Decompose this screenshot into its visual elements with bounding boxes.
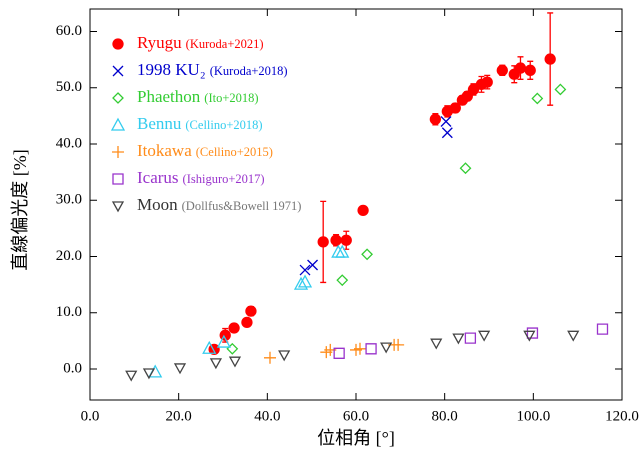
legend-marker <box>112 173 124 185</box>
legend-reference: (Ishiguro+2017) <box>183 172 265 186</box>
point <box>340 234 352 246</box>
point <box>380 342 393 354</box>
legend-reference: (Ito+2018) <box>204 91 258 105</box>
x-tick-label: 120.0 <box>605 408 639 424</box>
y-tick-label: 60.0 <box>56 23 82 39</box>
point <box>526 327 539 339</box>
point <box>228 322 240 334</box>
point <box>307 259 319 271</box>
point <box>357 204 369 216</box>
point <box>441 127 453 139</box>
point <box>293 276 309 290</box>
point <box>216 334 231 348</box>
y-tick-label: 20.0 <box>56 248 82 264</box>
point <box>467 83 480 96</box>
point <box>554 83 567 96</box>
point <box>361 248 374 261</box>
legend-marker <box>112 146 124 158</box>
y-tick-label: 0.0 <box>63 360 82 376</box>
point <box>440 116 452 127</box>
point <box>429 113 442 125</box>
legend-name: 1998 KU₂ <box>137 60 206 79</box>
legend-reference: (Cellino+2018) <box>185 118 262 132</box>
legend-marker <box>112 92 124 104</box>
y-tick-label: 40.0 <box>56 135 82 151</box>
x-tick-label: 60.0 <box>343 408 369 424</box>
point <box>544 53 556 65</box>
point <box>263 351 276 364</box>
point <box>430 338 443 350</box>
point <box>173 363 187 375</box>
x-tick-label: 20.0 <box>166 408 192 424</box>
y-tick-label: 10.0 <box>56 304 82 320</box>
point <box>531 92 544 105</box>
x-tick-label: 0.0 <box>81 408 100 424</box>
point <box>514 62 527 74</box>
point <box>464 332 477 344</box>
point <box>299 264 311 276</box>
point <box>567 330 580 342</box>
point <box>392 338 405 351</box>
point <box>333 347 345 359</box>
point <box>449 102 461 114</box>
point <box>202 340 217 354</box>
point <box>523 330 536 342</box>
legend-marker <box>110 117 126 131</box>
legend-name: Itokawa <box>137 141 192 160</box>
legend-marker <box>111 201 125 213</box>
point <box>297 274 313 288</box>
point <box>228 356 242 368</box>
point <box>524 64 536 76</box>
legend-name: Phaethon <box>137 87 201 106</box>
point <box>365 343 377 355</box>
x-tick-label: 80.0 <box>432 408 458 424</box>
point <box>452 333 465 345</box>
legend-name: Moon <box>137 195 178 214</box>
point <box>353 342 366 355</box>
legend-reference: (Cellino+2015) <box>196 145 273 159</box>
x-axis-label: 位相角 [°] <box>317 428 395 448</box>
point <box>317 236 329 248</box>
point <box>336 274 349 287</box>
legend-name: Icarus <box>137 168 179 187</box>
point <box>330 234 342 246</box>
point <box>478 330 491 342</box>
point <box>496 64 508 76</box>
point <box>459 162 472 175</box>
point <box>461 90 473 102</box>
legend-marker <box>112 38 124 50</box>
legend-reference: (Kuroda+2018) <box>210 64 288 78</box>
point <box>278 350 291 362</box>
x-tick-label: 40.0 <box>254 408 280 424</box>
point <box>142 368 156 380</box>
point <box>241 316 253 328</box>
x-tick-label: 100.0 <box>516 408 550 424</box>
point <box>481 76 493 88</box>
point <box>335 244 350 258</box>
legend-name: Bennu <box>137 114 182 133</box>
y-tick-label: 50.0 <box>56 79 82 95</box>
point <box>596 323 609 335</box>
y-tick-label: 30.0 <box>56 192 82 208</box>
point <box>209 358 223 370</box>
legend-reference: (Kuroda+2021) <box>186 37 264 51</box>
legend-name: Ryugu <box>137 33 182 52</box>
point <box>245 305 257 317</box>
point <box>125 370 138 382</box>
legend-reference: (Dollfus&Bowell 1971) <box>182 199 302 213</box>
legend-marker <box>112 65 124 77</box>
y-axis-label: 直線偏光度 [%] <box>10 149 30 270</box>
